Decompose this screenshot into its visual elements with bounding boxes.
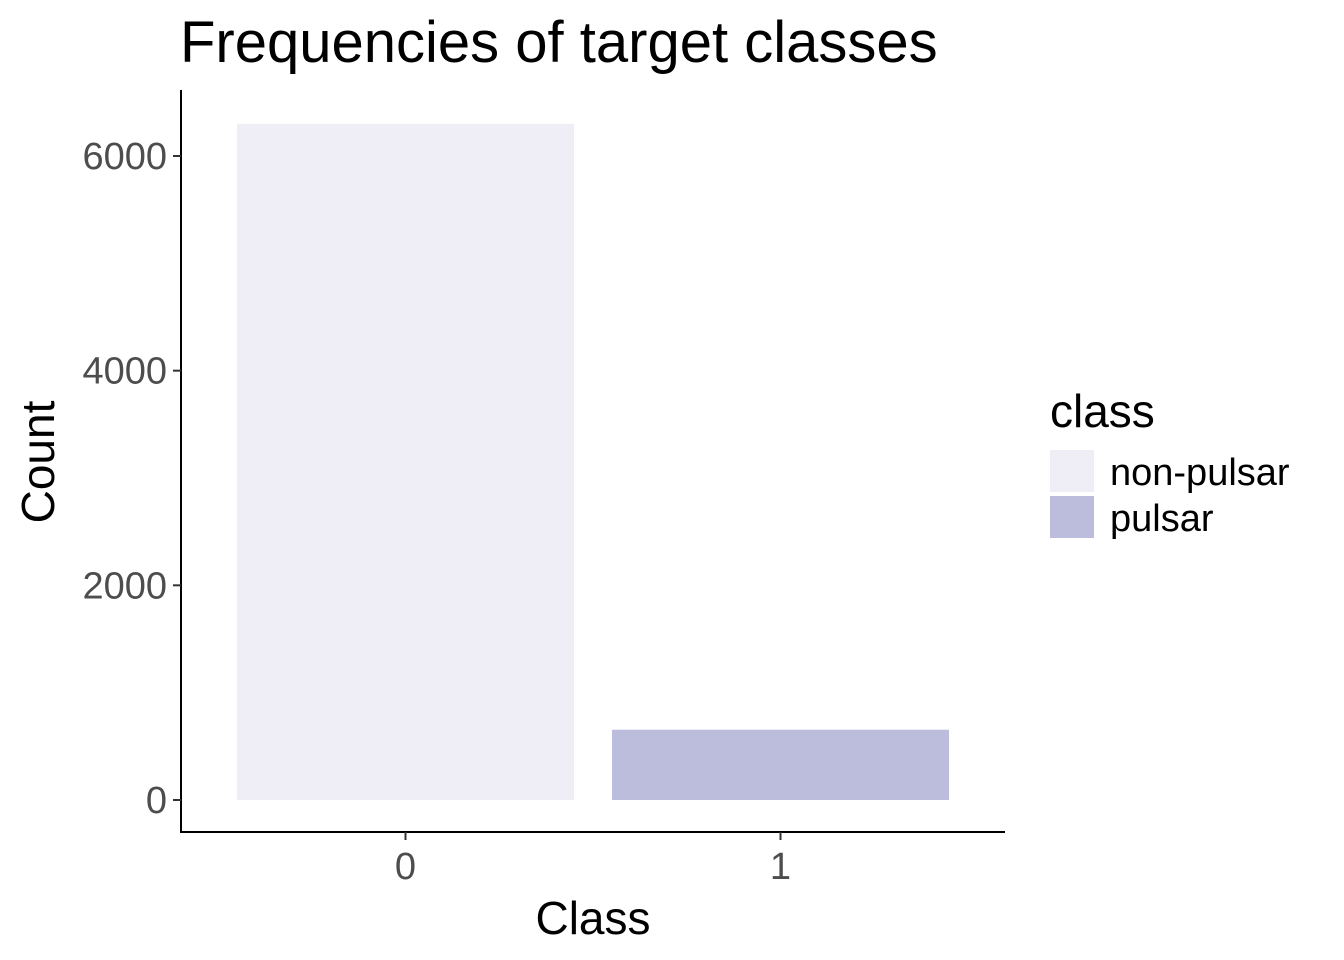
x-tick-label: 1 (770, 846, 791, 888)
bar-class-0 (237, 123, 574, 801)
y-tick-label: 0 (146, 780, 167, 822)
x-axis-title: Class (535, 892, 650, 944)
bar-class-1 (612, 729, 949, 800)
y-axis-title: Count (12, 400, 64, 523)
y-tick-label: 6000 (82, 136, 167, 178)
legend-label-pulsar: pulsar (1110, 498, 1214, 540)
x-tick-label: 0 (395, 846, 416, 888)
y-ticks-group: 0 2000 4000 6000 (82, 136, 181, 822)
legend-swatch-non-pulsar (1050, 450, 1094, 492)
y-tick-label: 4000 (82, 351, 167, 393)
legend-title: class (1050, 385, 1155, 437)
legend-swatch-pulsar (1050, 496, 1094, 538)
legend-label-non-pulsar: non-pulsar (1110, 452, 1290, 494)
y-tick-label: 2000 (82, 565, 167, 607)
chart-title: Frequencies of target classes (180, 10, 938, 75)
bars-group (237, 123, 949, 801)
